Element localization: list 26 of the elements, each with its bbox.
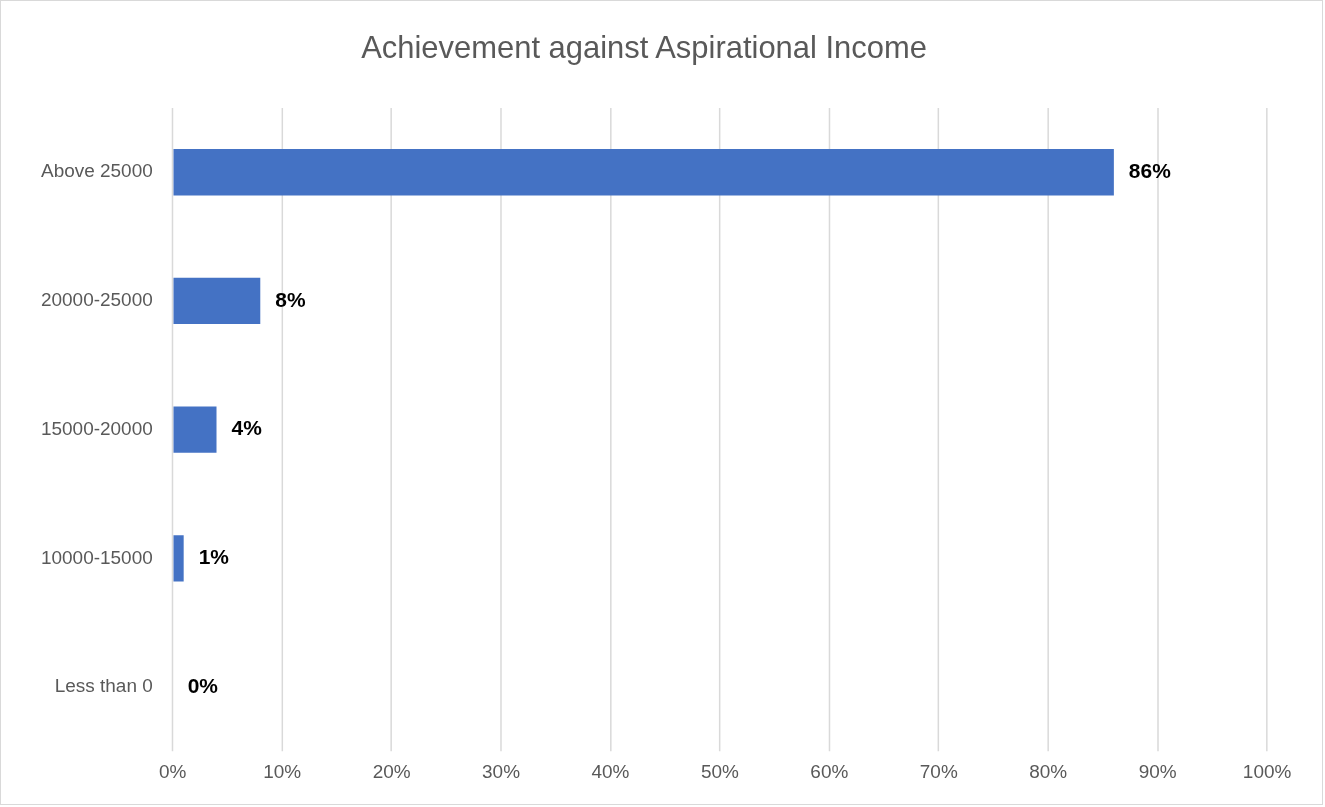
x-tick-label: 20%	[372, 760, 411, 782]
chart-title: Achievement against Aspirational Income	[361, 30, 927, 65]
data-label: 0%	[187, 673, 219, 697]
data-label: 86%	[1128, 159, 1172, 183]
y-tick-label: 10000-15000	[40, 546, 153, 568]
y-tick-label: 15000-20000	[40, 417, 153, 439]
data-label: 4%	[231, 416, 263, 440]
x-tick-label: 70%	[919, 760, 958, 782]
x-tick-label: 90%	[1138, 760, 1177, 782]
y-tick-label: Above 25000	[40, 160, 153, 182]
data-label: 1%	[198, 545, 230, 569]
x-tick-label: 30%	[482, 760, 521, 782]
x-tick-label: 0%	[159, 760, 187, 782]
x-tick-label: 10%	[263, 760, 302, 782]
x-tick-label: 80%	[1029, 760, 1068, 782]
x-tick-label: 50%	[700, 760, 740, 782]
bar	[173, 277, 261, 325]
bar	[173, 406, 217, 453]
x-tick-label: 60%	[810, 760, 849, 782]
x-tick-label: 40%	[591, 760, 630, 782]
y-tick-label: Less than 0	[54, 675, 153, 697]
bar	[173, 149, 1114, 196]
x-tick-label: 100%	[1242, 760, 1292, 782]
bar	[173, 535, 184, 582]
y-tick-label: 20000-25000	[40, 289, 153, 311]
data-label: 8%	[275, 287, 306, 311]
